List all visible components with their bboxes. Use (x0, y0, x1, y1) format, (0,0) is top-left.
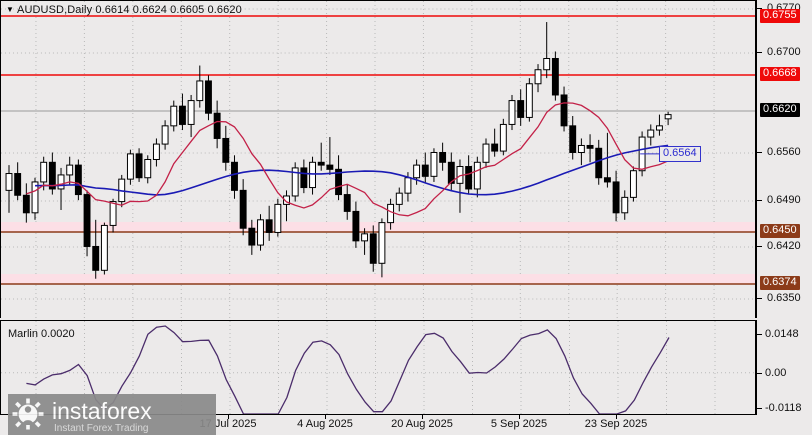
marlin-indicator-label: Marlin 0.0020 (8, 328, 75, 340)
time-axis-label: 4 Aug 2025 (297, 418, 353, 430)
price-chart-panel[interactable] (0, 0, 756, 318)
marlin-chart-canvas (1, 321, 755, 414)
marlin-axis-tick (757, 373, 762, 374)
chart-header: ▼ AUDUSD,Daily 0.6614 0.6624 0.6605 0.662… (6, 4, 242, 16)
price-axis[interactable]: 0.6770 0.6755 0.6700 0.6668 0.6620 0.6560 0.64… (756, 0, 812, 318)
price-axis-label: 0.6420 (767, 240, 801, 252)
time-axis-label: 5 Sep 2025 (490, 418, 548, 430)
price-level-badge[interactable]: 0.6668 (760, 67, 800, 81)
price-level-badge[interactable]: 0.6374 (760, 276, 800, 290)
price-level-badge[interactable]: 0.6450 (760, 224, 800, 238)
price-axis-tick (757, 8, 762, 9)
time-axis-tick (422, 415, 423, 419)
price-level-badge[interactable]: 0.6620 (760, 103, 800, 117)
marlin-axis[interactable]: 0.0148 0.00 -0.0118 (756, 320, 812, 415)
marlin-axis-label: 0.0148 (765, 328, 799, 340)
time-axis-tick (325, 415, 326, 419)
triangle-down-icon[interactable]: ▼ (6, 5, 15, 14)
price-axis-tick (757, 52, 762, 53)
price-axis-label: 0.6700 (767, 46, 801, 58)
price-axis-tick (757, 152, 762, 153)
watermark-tagline: Instant Forex Trading (54, 423, 149, 434)
price-level-badge[interactable]: 0.6755 (760, 9, 800, 23)
price-axis-tick (757, 246, 762, 247)
marlin-axis-tick (757, 334, 762, 335)
time-axis-label: 23 Sep 2025 (584, 418, 648, 430)
price-axis-label: 0.6490 (767, 194, 801, 206)
current-price-tag: 0.6564 (659, 145, 701, 162)
price-chart-canvas (1, 1, 755, 318)
time-axis-tick (519, 415, 520, 419)
time-axis-tick (228, 415, 229, 419)
marlin-axis-label: -0.0118 (765, 402, 802, 414)
chart-symbol-and-ohlc: AUDUSD,Daily 0.6614 0.6624 0.6605 0.6620 (17, 4, 242, 16)
price-axis-label: 0.6560 (767, 146, 801, 158)
price-axis-tick (757, 200, 762, 201)
price-axis-label: 0.6350 (767, 292, 801, 304)
instaforex-watermark-logo: instaforex Instant Forex Trading (8, 394, 216, 435)
watermark-brand: instaforex (52, 398, 152, 424)
marlin-axis-label: 0.00 (765, 367, 787, 379)
price-axis-tick (757, 298, 762, 299)
time-axis-label: 20 Aug 2025 (391, 418, 453, 430)
marlin-axis-tick (757, 408, 762, 409)
time-axis-tick (616, 415, 617, 419)
